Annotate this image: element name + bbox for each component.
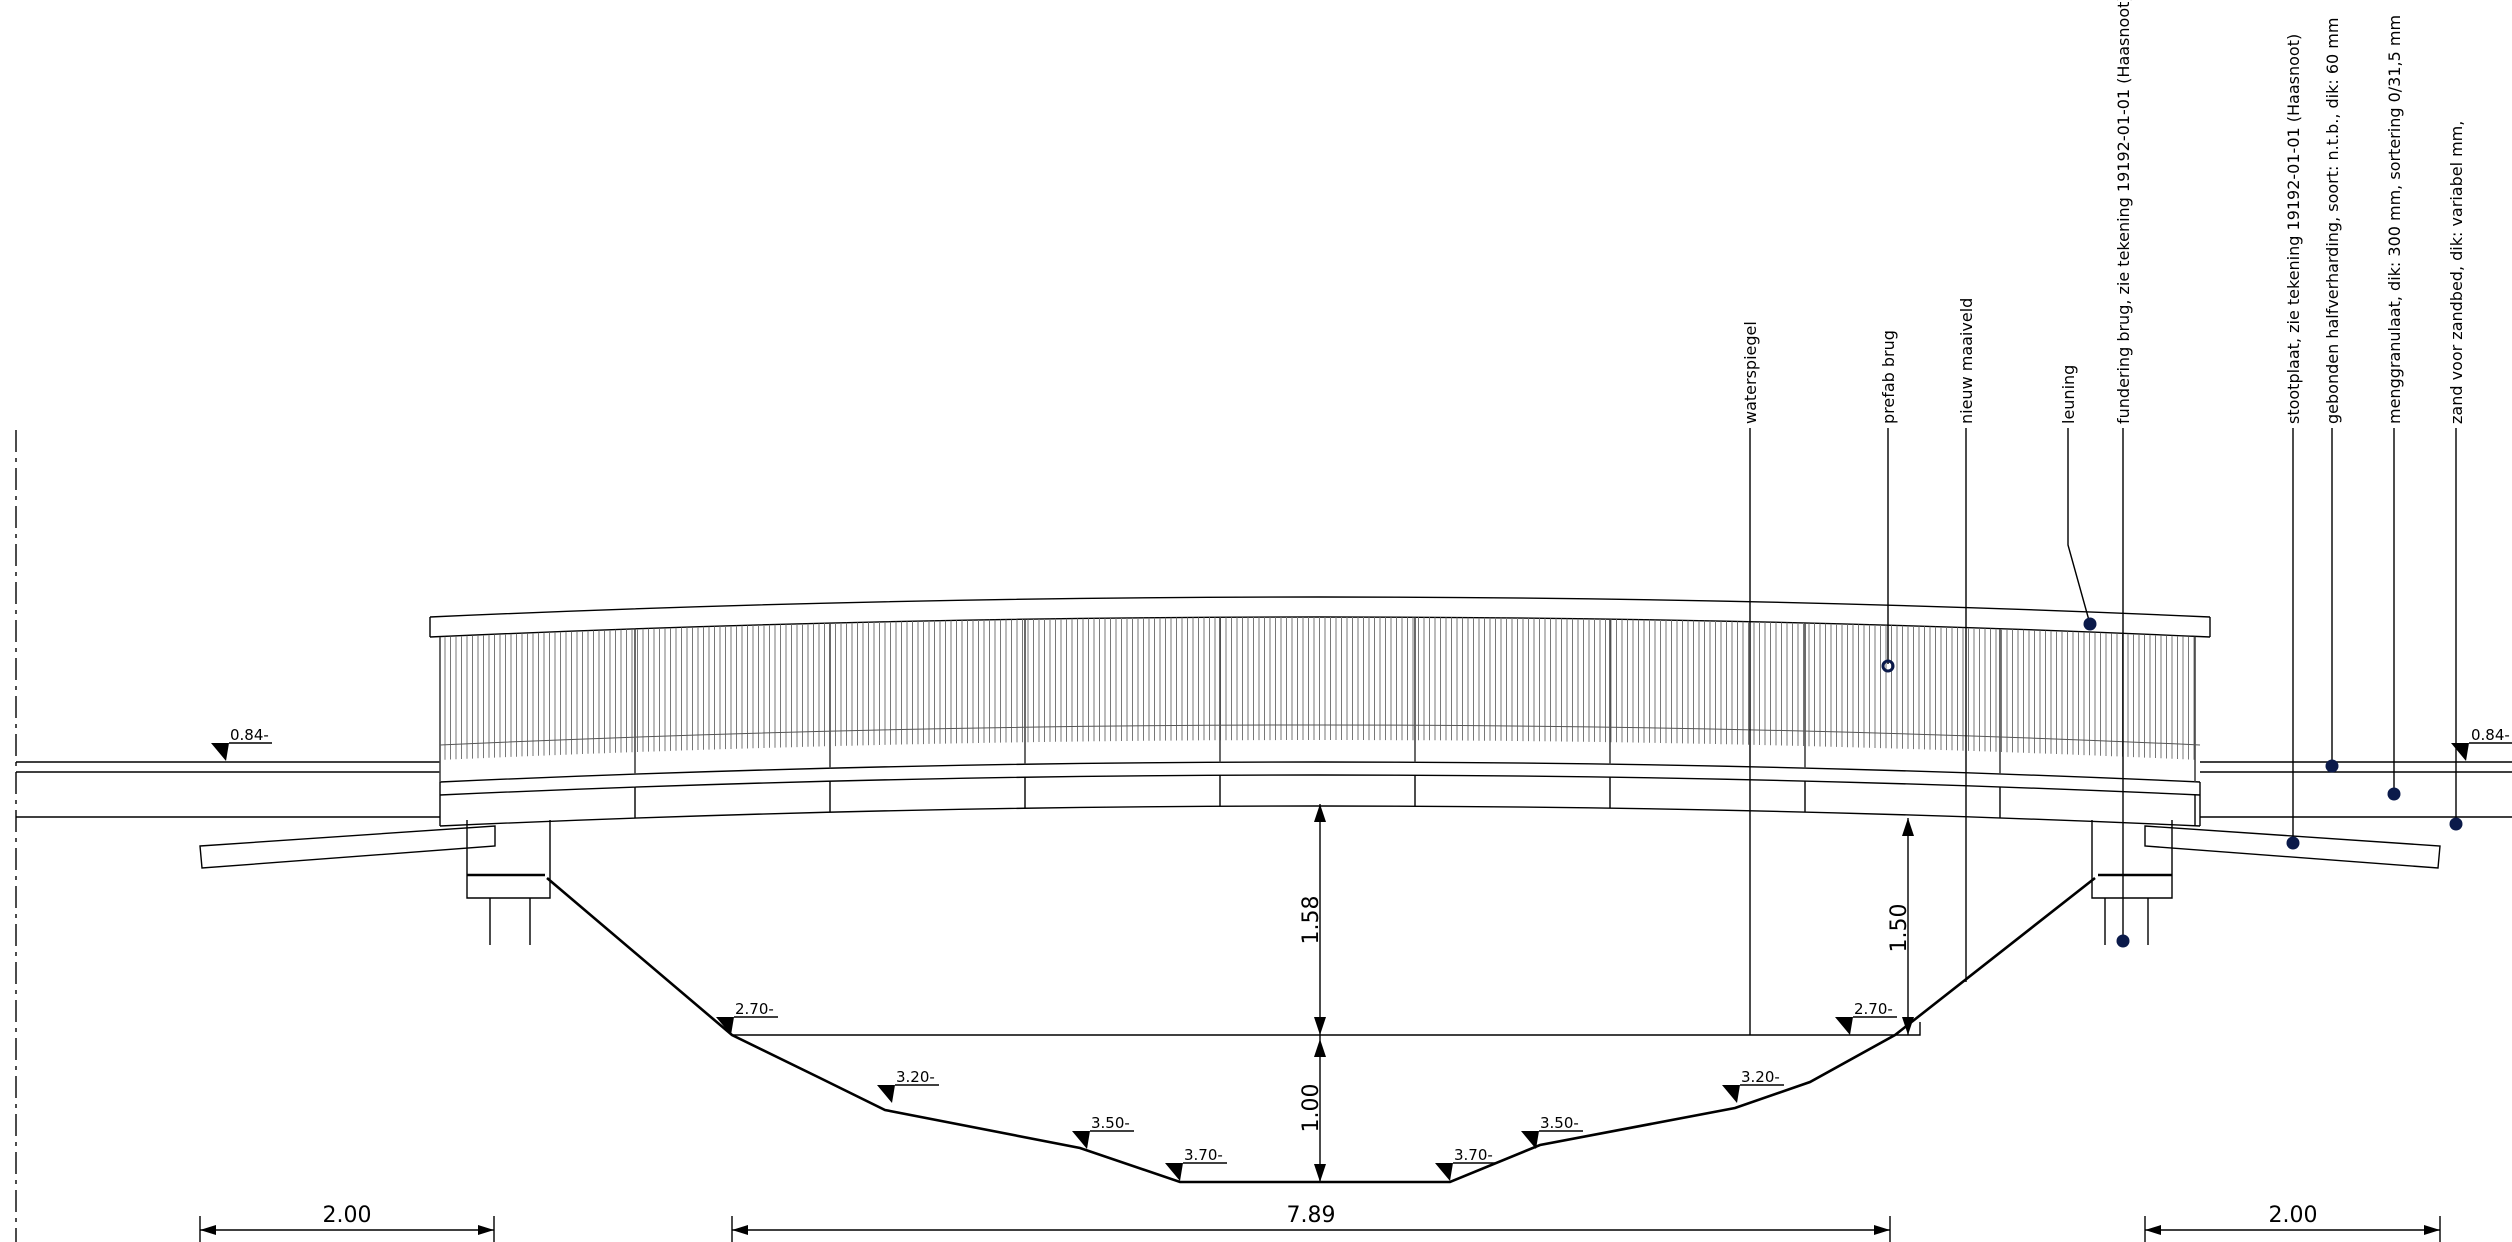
level-marker-slope-right-lower: 3.50- bbox=[1521, 1114, 1583, 1149]
handrail-balusters bbox=[439, 617, 2196, 782]
dot-menggranulaat bbox=[2387, 787, 2401, 801]
svg-text:0.84-: 0.84- bbox=[2471, 726, 2510, 744]
deck-joints bbox=[634, 775, 2196, 826]
approach-slab-left bbox=[199, 825, 496, 869]
callout-leuning: leuning bbox=[2059, 365, 2078, 424]
channel-width-text: 7.89 bbox=[1287, 1203, 1336, 1228]
level-marker-water-left: 2.70- bbox=[716, 1000, 778, 1035]
callout-fundering-brug: fundering brug, zie tekening 19192-01-01… bbox=[2114, 0, 2133, 424]
ditch-profile bbox=[546, 876, 2096, 1184]
dot-zandbed bbox=[2449, 817, 2463, 831]
level-marker-road-left: 0.84- bbox=[211, 726, 272, 761]
svg-text:3.70-: 3.70- bbox=[1184, 1146, 1223, 1164]
callout-leaders bbox=[1749, 428, 2457, 1035]
dimension-ramp-right: 2.00 bbox=[2144, 1203, 2441, 1242]
clearance-dimension-right: 1.50 bbox=[1887, 818, 1914, 1035]
dot-stootplaat bbox=[2286, 836, 2300, 850]
callout-menggranulaat: menggranulaat, dik: 300 mm, sortering 0/… bbox=[2385, 15, 2404, 424]
dimension-ramp-left: 2.00 bbox=[199, 1203, 495, 1242]
foundation-right bbox=[2091, 820, 2173, 945]
approach-slab-right bbox=[2144, 825, 2441, 869]
callout-dots bbox=[1881, 617, 2463, 948]
dot-prefab-brug bbox=[1881, 659, 1895, 673]
svg-text:2.70-: 2.70- bbox=[735, 1000, 774, 1018]
svg-text:3.20-: 3.20- bbox=[1741, 1068, 1780, 1086]
clearance-dimension-mid: 1.58 1.00 bbox=[1299, 804, 1326, 1182]
dot-fundering bbox=[2116, 934, 2130, 948]
dot-leuning bbox=[2083, 617, 2097, 631]
level-marker-slope-left-lower: 3.50- bbox=[1072, 1114, 1134, 1149]
svg-text:3.50-: 3.50- bbox=[1091, 1114, 1130, 1132]
clearance-right-text: 1.50 bbox=[1887, 904, 1912, 953]
level-marker-slope-left-upper: 3.20- bbox=[877, 1068, 939, 1103]
bridge-deck bbox=[439, 761, 2201, 827]
svg-text:2.70-: 2.70- bbox=[1854, 1000, 1893, 1018]
road-right bbox=[2144, 761, 2512, 869]
foundation-left bbox=[466, 820, 551, 945]
svg-text:3.70-: 3.70- bbox=[1454, 1146, 1493, 1164]
level-marker-bottom-left: 3.70- bbox=[1165, 1146, 1227, 1181]
level-marker-road-right: 0.84- bbox=[2451, 726, 2512, 761]
callout-nieuw-maaiveld: nieuw maaiveld bbox=[1957, 298, 1976, 424]
dot-halfverharding bbox=[2325, 759, 2339, 773]
svg-text:3.50-: 3.50- bbox=[1540, 1114, 1579, 1132]
ramp-right-text: 2.00 bbox=[2269, 1203, 2318, 1228]
callout-zandbed: zand voor zandbed, dik: variabel mm, bbox=[2447, 121, 2466, 424]
svg-text:3.20-: 3.20- bbox=[896, 1068, 935, 1086]
callout-labels: waterspiegel prefab brug nieuw maaiveld … bbox=[1741, 0, 2466, 424]
level-marker-water-right: 2.70- bbox=[1835, 1000, 1897, 1035]
svg-text:0.84-: 0.84- bbox=[230, 726, 269, 744]
level-marker-slope-right-upper: 3.20- bbox=[1722, 1068, 1784, 1103]
dimension-channel-width: 7.89 bbox=[731, 1203, 1891, 1242]
road-left bbox=[16, 761, 496, 869]
water-depth-text: 1.00 bbox=[1299, 1084, 1324, 1133]
callout-waterspiegel: waterspiegel bbox=[1741, 321, 1760, 424]
level-marker-bottom-right: 3.70- bbox=[1435, 1146, 1497, 1181]
clearance-mid-text: 1.58 bbox=[1299, 896, 1324, 945]
callout-halfverharding: gebonden halfverharding, soort: n.t.b., … bbox=[2323, 18, 2342, 424]
callout-prefab-brug: prefab brug bbox=[1879, 330, 1898, 424]
handrail bbox=[429, 596, 2211, 782]
callout-stootplaat: stootplaat, zie tekening 19192-01-01 (Ha… bbox=[2284, 34, 2303, 424]
ramp-left-text: 2.00 bbox=[323, 1203, 372, 1228]
